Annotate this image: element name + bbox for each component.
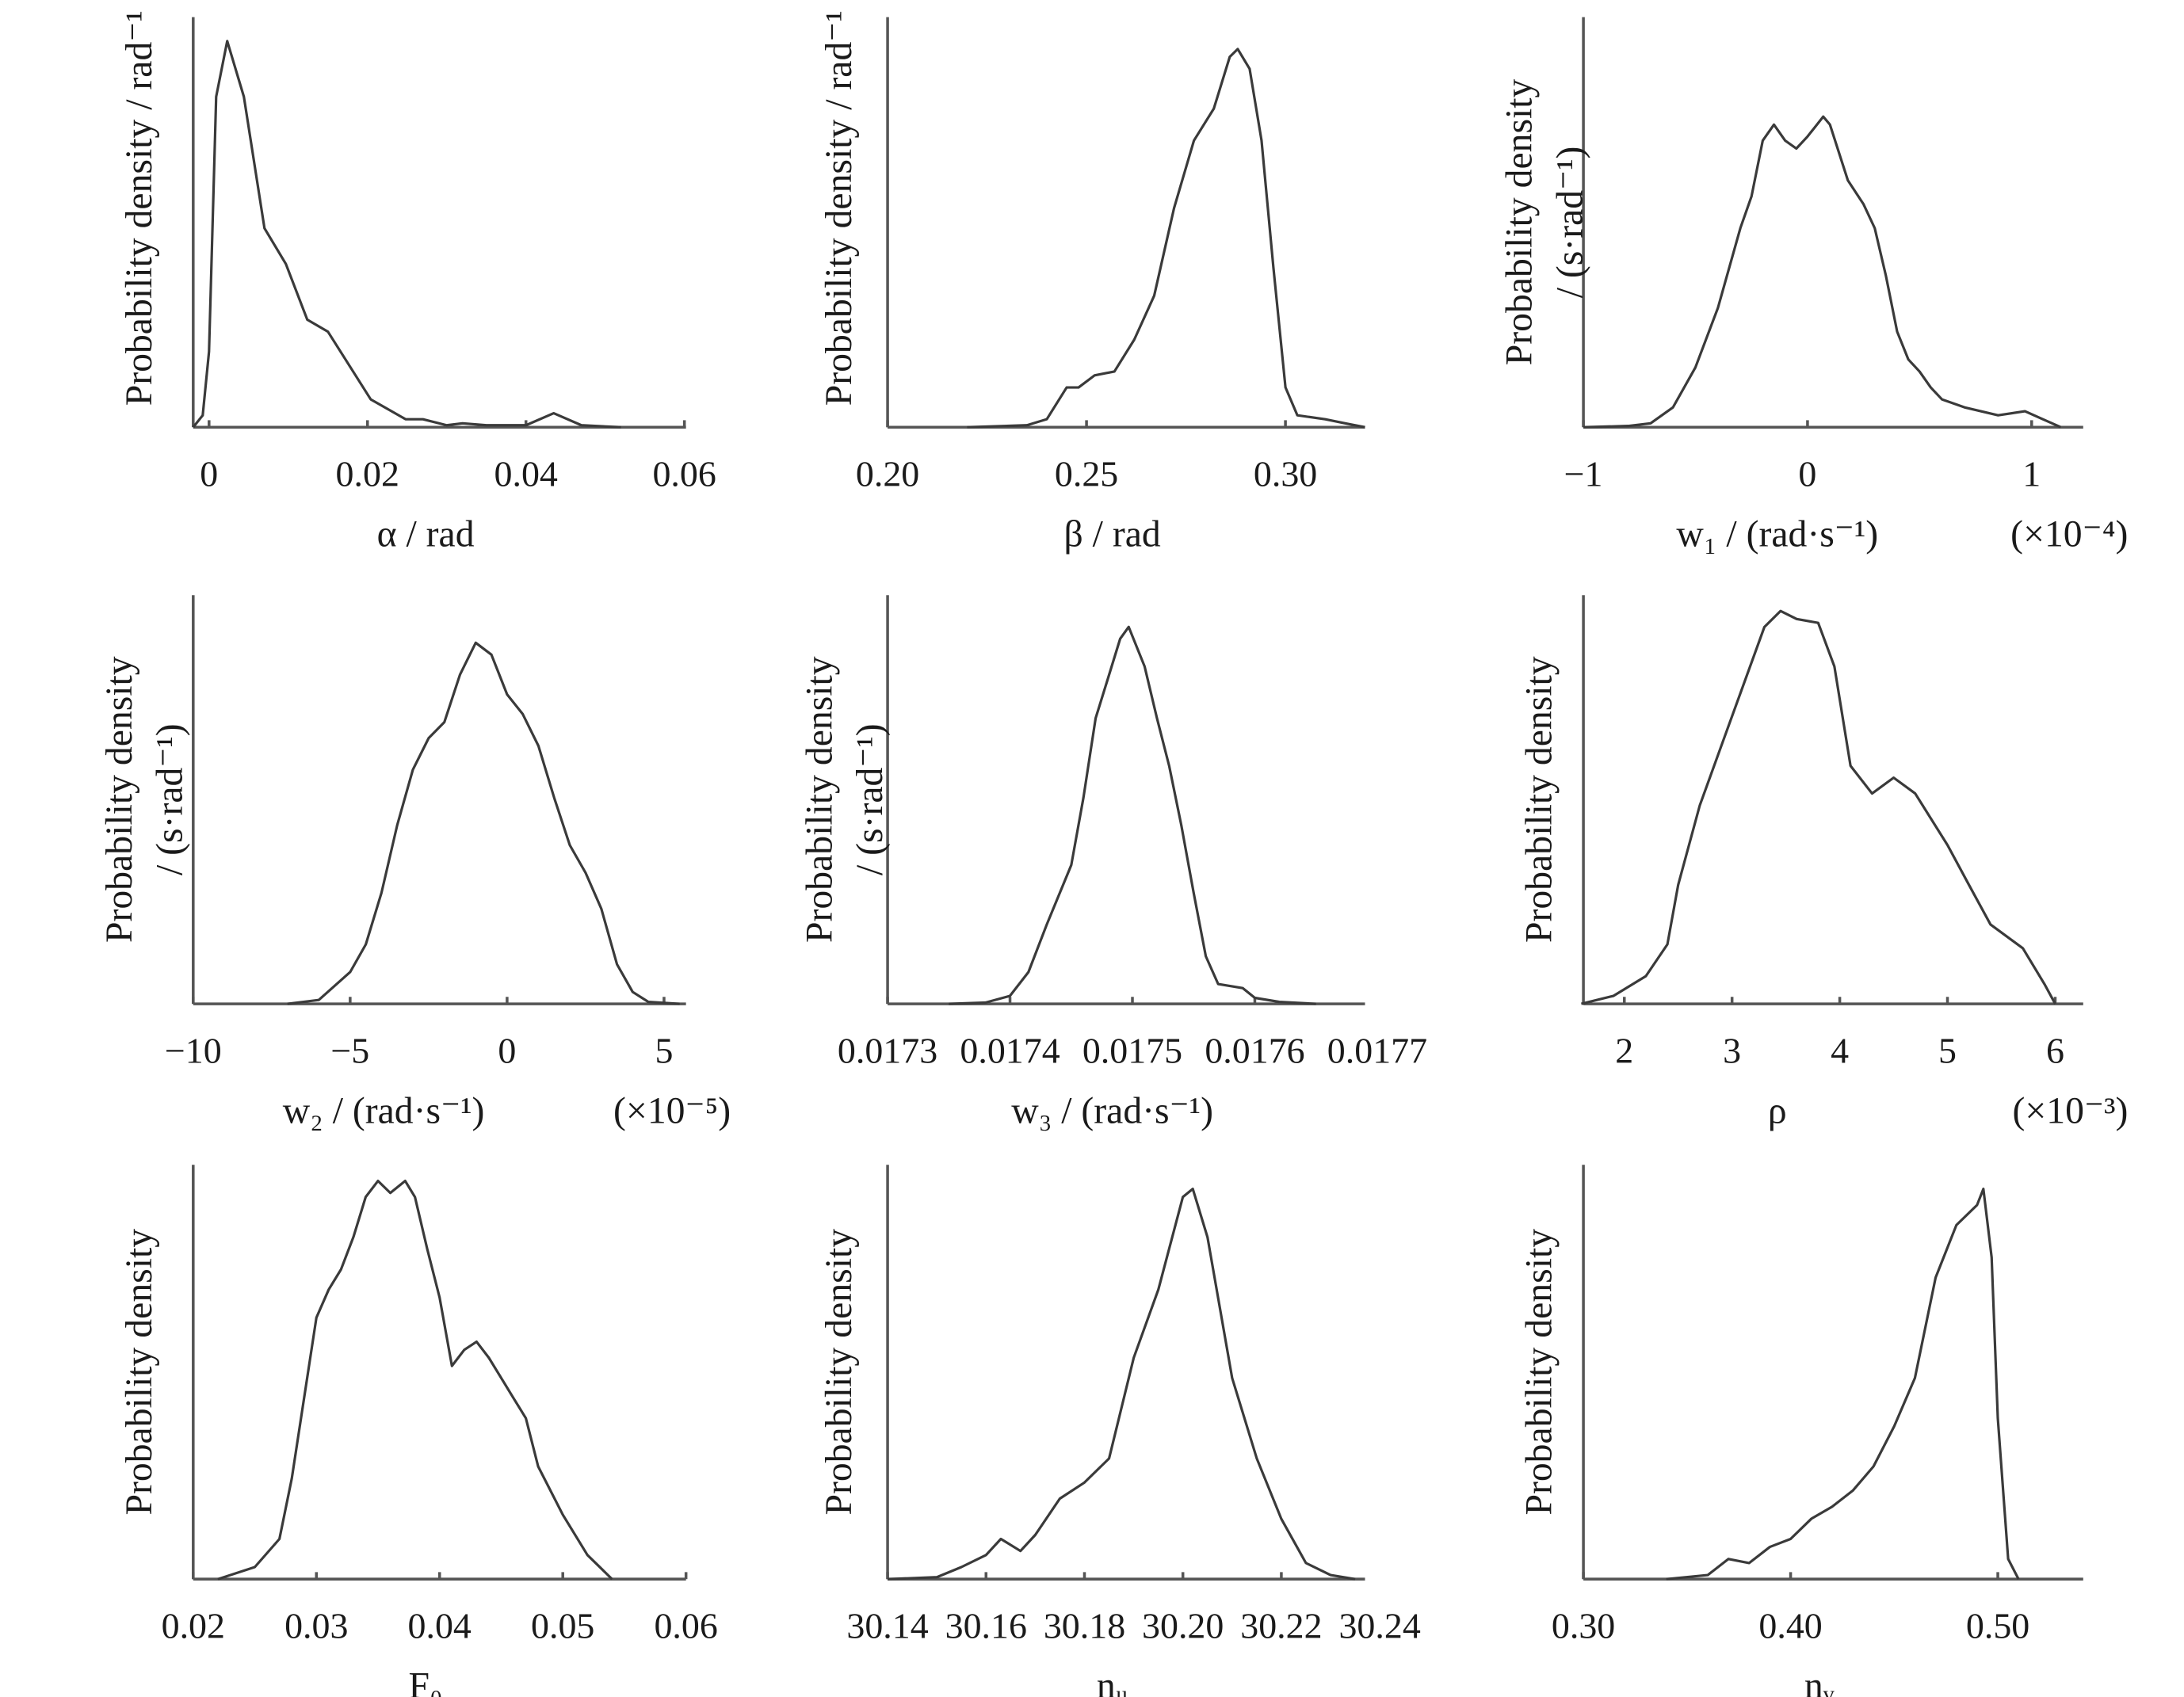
subplot-5: 0.0173 0.0174 0.0175 0.0176 0.0177 w₃ / (rad·…: [798, 595, 1427, 1131]
x-tick-label: 0: [200, 453, 218, 494]
subplot-3: −1 0 1 w₁ / (rad·s⁻¹) (×10⁻⁴) Probability den…: [1499, 17, 2128, 555]
x-tick-label: 0.05: [531, 1605, 594, 1646]
x-tick-label: 0.0175: [1082, 1030, 1182, 1070]
x-tick-label: 0.0174: [960, 1030, 1060, 1070]
density-curve: [217, 1179, 613, 1581]
x-axis-label: ρ: [1768, 1089, 1787, 1131]
x-axis-label: w₁ / (rad·s⁻¹): [1676, 513, 1878, 555]
x-tick-label: −1: [1564, 453, 1603, 494]
x-tick-label: 0.06: [652, 453, 716, 494]
x-tick-label: 30.20: [1142, 1605, 1224, 1646]
x-axis-label: nᵥ: [1804, 1665, 1835, 1697]
y-axis-label: Probability density / rad⁻¹: [118, 10, 160, 406]
subplot-9: 0.30 0.40 0.50 nᵥ Probability density: [1518, 1165, 2083, 1697]
x-axis-label: nᵤ: [1097, 1665, 1128, 1697]
y-axis-label: Probability density: [1499, 78, 1541, 365]
y-axis-label: / (s·rad⁻¹): [1548, 147, 1590, 299]
x-tick-label: 0: [1798, 453, 1816, 494]
x-axis-label: w₃ / (rad·s⁻¹): [1011, 1089, 1213, 1131]
x-axis-label: w₂ / (rad·s⁻¹): [283, 1089, 485, 1131]
density-curve: [287, 641, 680, 1005]
y-axis-label: Probability density: [1518, 1229, 1560, 1516]
density-curve: [192, 40, 621, 429]
x-tick-label: 0: [498, 1030, 516, 1070]
x-tick-label: 3: [1723, 1030, 1741, 1070]
y-axis-label: / (s·rad⁻¹): [149, 723, 191, 875]
subplot-6: 2 3 4 5 6 ρ (×10⁻³) Probability density: [1518, 595, 2128, 1131]
x-tick-label: 0.04: [494, 453, 558, 494]
x-tick-label: 0.04: [408, 1605, 472, 1646]
x-tick-label: 0.0176: [1205, 1030, 1304, 1070]
density-curve: [967, 48, 1365, 429]
x-tick-label: −5: [330, 1030, 369, 1070]
subplot-4: −10 −5 0 5 w₂ / (rad·s⁻¹) (×10⁻⁵) Probability …: [98, 595, 731, 1131]
x-axis-label: β / rad: [1063, 513, 1160, 555]
x-tick-label: 0.40: [1758, 1605, 1822, 1646]
x-tick-label: 30.14: [846, 1605, 928, 1646]
x-tick-label: 0.02: [336, 453, 399, 494]
y-axis-label: Probability density / rad⁻¹: [818, 10, 860, 406]
x-tick-label: 6: [2046, 1030, 2064, 1070]
density-curve: [1666, 1188, 2020, 1581]
x-tick-label: 0.25: [1055, 453, 1118, 494]
x-tick-label: 4: [1831, 1030, 1849, 1070]
density-curve: [1583, 115, 2062, 429]
x-tick-label: 0.0177: [1327, 1030, 1427, 1070]
subplot-1: 0 0.02 0.04 0.06 α / rad Probability density …: [118, 10, 716, 555]
x-axis-multiplier: (×10⁻⁴): [2010, 513, 2128, 555]
x-axis-label: F₀: [408, 1665, 442, 1697]
y-axis-label: Probability density: [118, 1229, 160, 1516]
x-tick-label: 0.03: [284, 1605, 348, 1646]
x-tick-label: 0.30: [1552, 1605, 1615, 1646]
y-axis-label: / (s·rad⁻¹): [849, 723, 891, 875]
x-axis-label: α / rad: [377, 513, 475, 555]
x-tick-label: 30.18: [1044, 1605, 1125, 1646]
subplot-8: 30.14 30.16 30.18 30.20 30.22 30.24 nᵤ Probabil…: [818, 1165, 1421, 1697]
x-tick-label: 5: [655, 1030, 673, 1070]
density-curve: [1581, 609, 2056, 1005]
x-tick-label: 30.24: [1338, 1605, 1420, 1646]
x-tick-label: 0.06: [654, 1605, 717, 1646]
x-axis-multiplier: (×10⁻³): [2013, 1089, 2129, 1131]
x-tick-label: 0.02: [162, 1605, 225, 1646]
x-axis-multiplier: (×10⁻⁵): [613, 1089, 731, 1131]
density-curve: [888, 1188, 1356, 1581]
y-axis-label: Probability density: [798, 656, 840, 943]
x-tick-label: 5: [1938, 1030, 1957, 1070]
x-tick-label: 0.0173: [838, 1030, 937, 1070]
x-tick-label: 30.16: [945, 1605, 1027, 1646]
x-tick-label: 0.20: [856, 453, 919, 494]
y-axis-label: Probability density: [1518, 656, 1560, 943]
density-curve: [949, 625, 1316, 1005]
y-axis-label: Probability density: [98, 656, 140, 943]
x-tick-label: 30.22: [1240, 1605, 1322, 1646]
x-tick-label: −10: [165, 1030, 222, 1070]
subplot-7: 0.02 0.03 0.04 0.05 0.06 F₀ Probability densit…: [118, 1165, 718, 1697]
x-tick-label: 0.50: [1966, 1605, 2029, 1646]
x-tick-label: 1: [2022, 453, 2041, 494]
subplot-2: 0.20 0.25 0.30 β / rad Probability density /…: [818, 10, 1365, 555]
y-axis-label: Probability density: [818, 1229, 860, 1516]
x-tick-label: 0.30: [1254, 453, 1317, 494]
x-tick-label: 2: [1615, 1030, 1633, 1070]
